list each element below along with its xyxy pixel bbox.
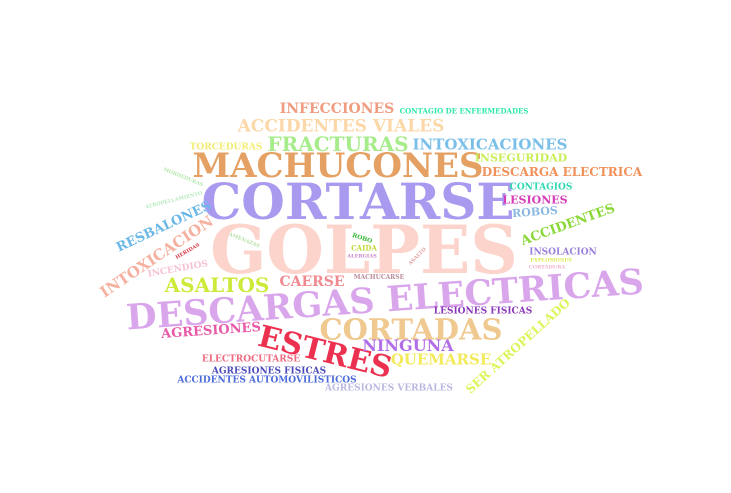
word-agresiones-verbales: AGRESIONES VERBALES xyxy=(325,383,453,394)
word-torceduras: TORCEDURAS xyxy=(189,142,263,153)
word-caida: CAIDA xyxy=(351,243,377,253)
word-insolacion: INSOLACION xyxy=(529,247,597,258)
word-accidentes-automovilisticos: ACCIDENTES AUTOMOVILISTICOS xyxy=(177,375,357,386)
word-machucones: MACHUCONES xyxy=(192,146,484,186)
word-lesiones: LESIONES xyxy=(502,193,568,207)
word-contagios: CONTAGIOS xyxy=(509,182,573,193)
word-infecciones: INFECCIONES xyxy=(279,101,395,117)
word-lesiones-fisicas: LESIONES FISICAS xyxy=(433,306,533,317)
word-cortadas: CORTADAS xyxy=(319,312,503,347)
word-inseguridad: INSEGURIDAD xyxy=(474,151,568,165)
word-explosiones: EXPLOSIONES xyxy=(530,257,572,264)
word-ninguna: NINGUNA xyxy=(362,336,454,355)
word-agresiones-fisicas: AGRESIONES FISICAS xyxy=(211,366,327,377)
word-electrocutarse: ELECTROCUTARSE xyxy=(201,354,301,365)
word-quemarse: QUEMARSE xyxy=(390,350,492,369)
word-cortadura: CORTADURA xyxy=(528,264,566,271)
word-machucarse: MACHUCARSE xyxy=(353,274,405,281)
word-descarga-electrica: DESCARGA ELECTRICA xyxy=(481,165,643,179)
word-contagio-de-enfermedades: CONTAGIO DE ENFERMEDADES xyxy=(399,106,529,116)
word-fracturas: FRACTURAS xyxy=(267,132,409,156)
word-alergias: ALERGIAS xyxy=(347,253,377,260)
word-caerse: CAERSE xyxy=(279,274,345,290)
word-asaltos: ASALTOS xyxy=(164,273,270,297)
word-intoxicaciones: INTOXICACIONES xyxy=(412,135,568,154)
word-robos: ROBOS xyxy=(511,203,559,221)
word-golpes: GOLPES xyxy=(210,211,518,289)
word-accidentes-viales: ACCIDENTES VIALES xyxy=(237,116,445,137)
word-cortarse: CORTARSE xyxy=(201,172,515,231)
